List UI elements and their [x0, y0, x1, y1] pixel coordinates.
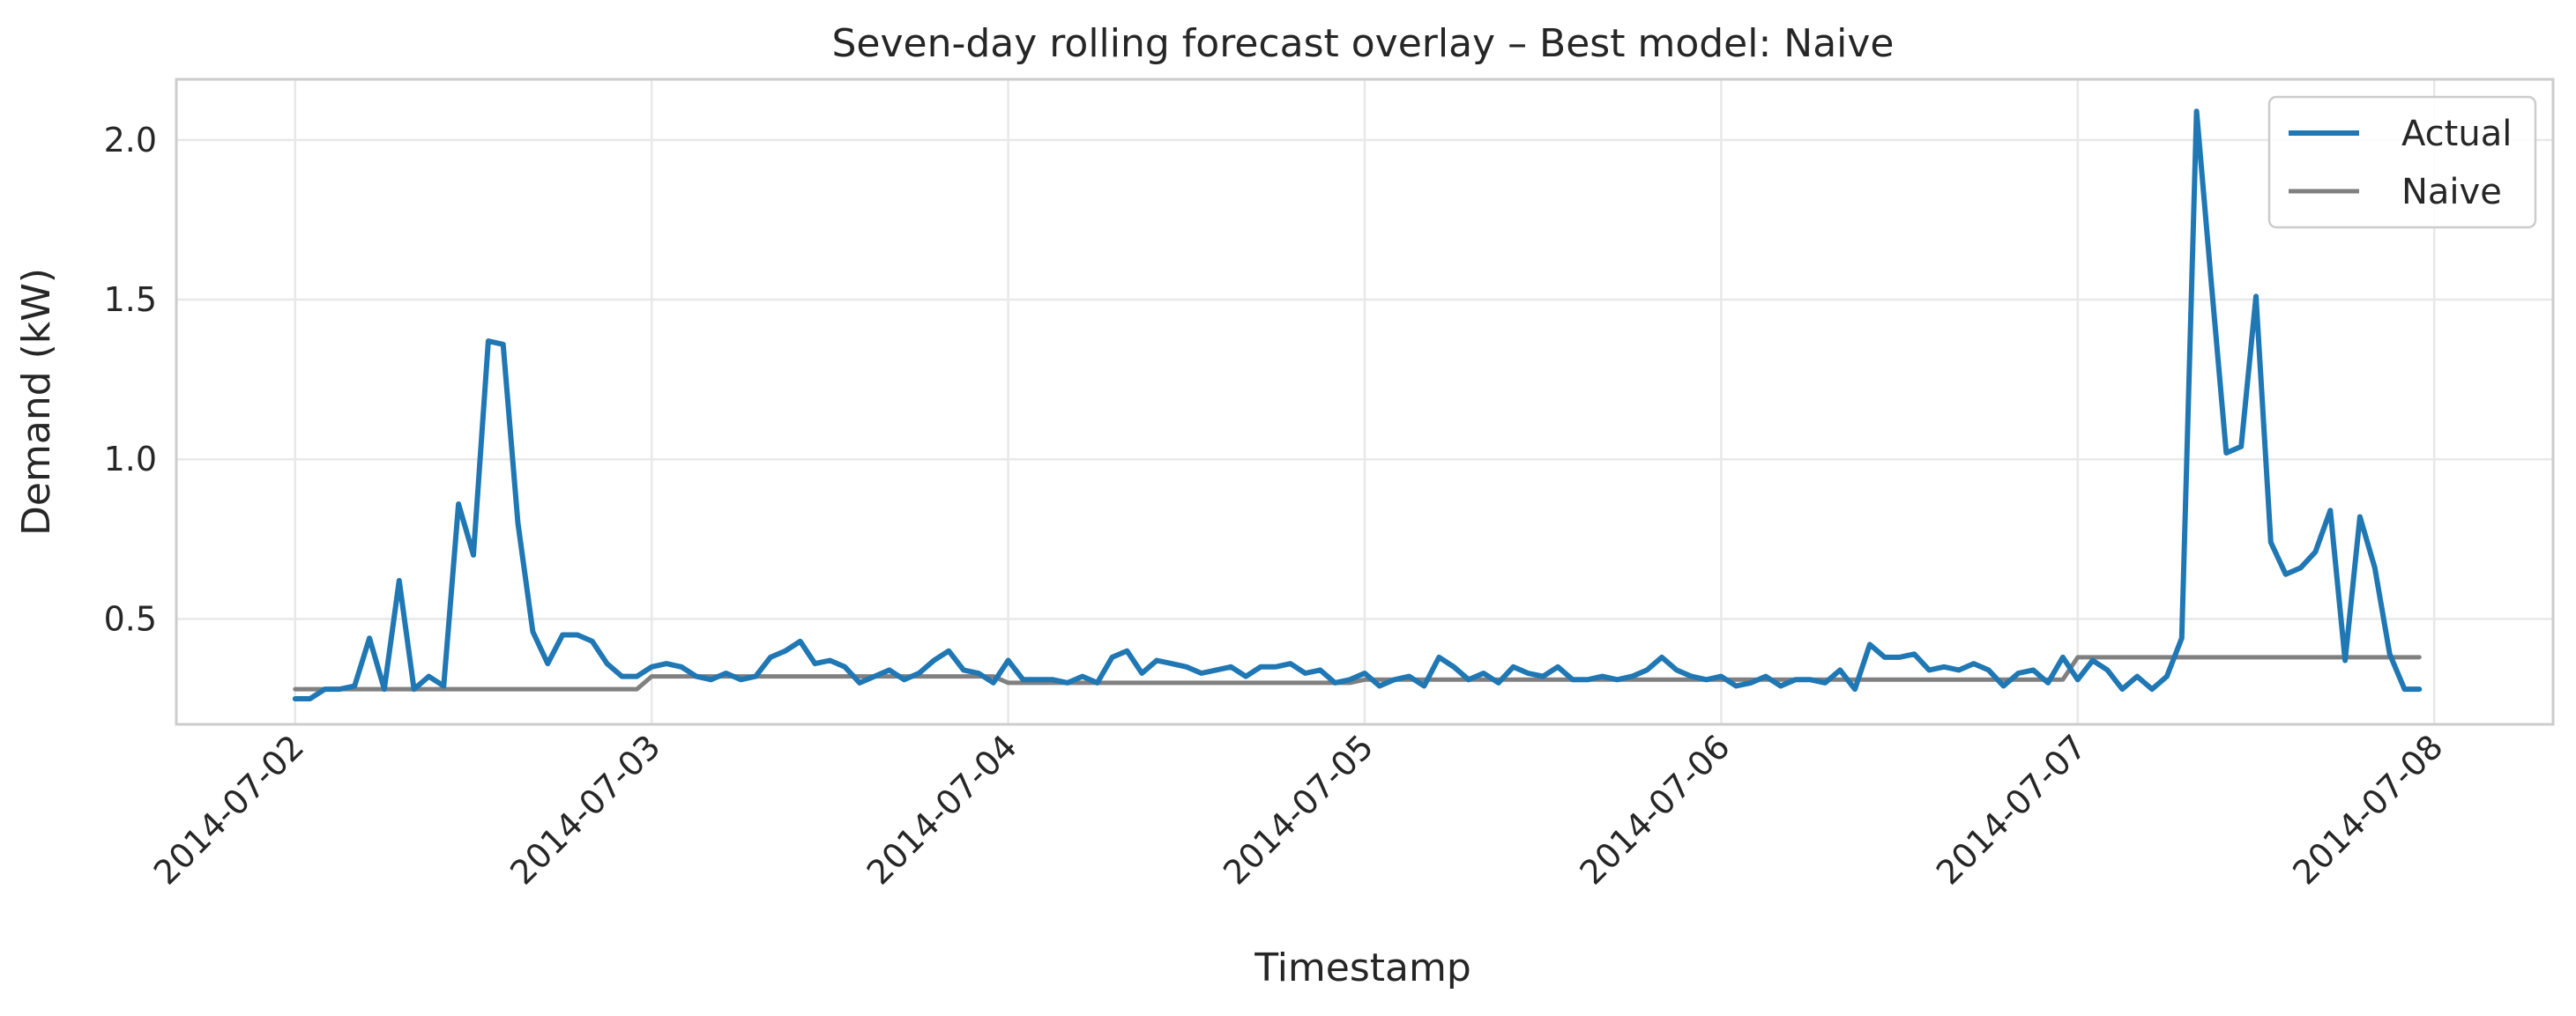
y-tick-label: 1.0: [104, 440, 157, 478]
y-axis-ticks: 0.5 1.0 1.5 2.0: [104, 121, 157, 639]
legend-label-naive: Naive: [2401, 172, 2502, 212]
x-tick-label: 2014-07-02: [146, 727, 311, 892]
series-layer: [292, 108, 2423, 701]
chart-title: Seven-day rolling forecast overlay – Bes…: [832, 21, 1895, 66]
x-tick-label: 2014-07-05: [1216, 727, 1381, 892]
grid: [176, 79, 2553, 724]
legend: Actual Naive: [2267, 95, 2537, 229]
y-tick-label: 1.5: [104, 280, 157, 319]
x-tick-label: 2014-07-08: [2285, 727, 2450, 892]
y-axis-label: Demand (kW): [14, 268, 59, 536]
series-line-naive: [293, 655, 2422, 692]
x-axis-ticks: 2014-07-02 2014-07-03 2014-07-04 2014-07-05…: [146, 727, 2451, 892]
x-tick-label: 2014-07-07: [1929, 727, 2094, 892]
x-axis-label: Timestamp: [1254, 946, 1471, 990]
x-tick-label: 2014-07-06: [1572, 727, 1737, 892]
x-tick-label: 2014-07-04: [860, 727, 1024, 892]
y-tick-label: 2.0: [104, 121, 157, 159]
plot-frame: [175, 78, 2555, 726]
x-tick-label: 2014-07-03: [503, 727, 667, 892]
legend-label-actual: Actual: [2401, 114, 2512, 154]
series-line-actual: [292, 108, 2423, 701]
legend-box: [2267, 95, 2537, 229]
y-tick-label: 0.5: [104, 599, 157, 638]
